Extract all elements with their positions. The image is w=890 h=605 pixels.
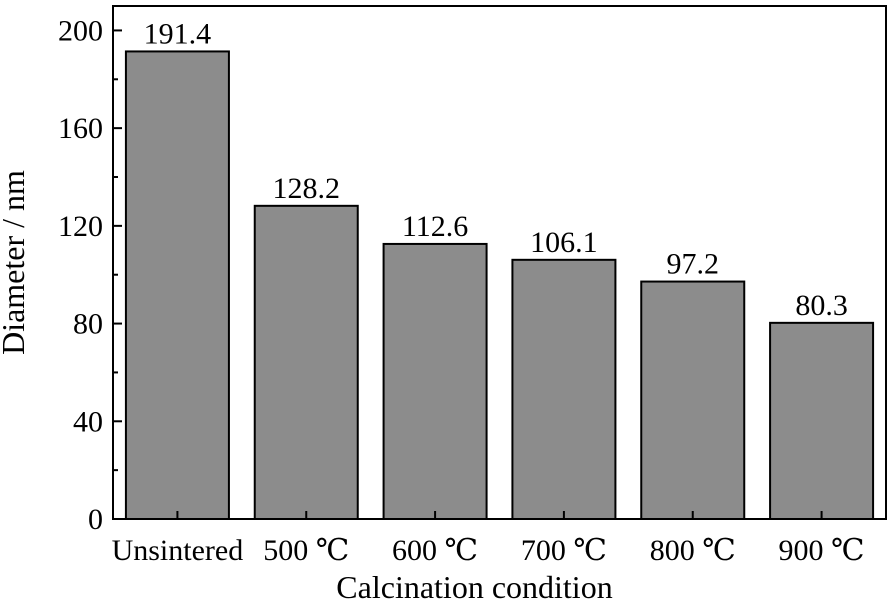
- x-axis-label: Calcination condition: [336, 569, 612, 605]
- x-tick-label-0: Unsintered: [112, 534, 244, 567]
- x-tick-label-1: 500 ℃: [263, 534, 349, 567]
- y-tick-label-4: 160: [58, 112, 103, 145]
- y-tick-label-1: 40: [73, 405, 103, 438]
- bar-2: [382, 242, 488, 520]
- x-axis-ticks: Unsintered 500 ℃ 600 ℃ 700 ℃ 800 ℃ 900 ℃: [112, 511, 865, 567]
- x-tick-label-2: 600 ℃: [392, 534, 478, 567]
- data-label-2: 112.6: [402, 210, 468, 243]
- data-label-4: 97.2: [667, 248, 720, 281]
- data-label-1: 128.2: [273, 172, 341, 205]
- data-label-0: 191.4: [144, 17, 212, 50]
- x-tick-label-5: 900 ℃: [779, 534, 865, 567]
- bar-5: [769, 321, 875, 520]
- plot-frame: [112, 5, 887, 520]
- y-tick-label-2: 80: [73, 308, 103, 341]
- x-tick-label-3: 700 ℃: [521, 534, 607, 567]
- bar-1: [253, 204, 359, 520]
- y-axis-ticks: 0 40 80 120 160 200: [58, 14, 122, 536]
- x-tick-label-4: 800 ℃: [650, 534, 736, 567]
- bar-3: [511, 258, 617, 520]
- bars-group: [124, 50, 875, 521]
- data-label-3: 106.1: [530, 226, 598, 259]
- y-tick-label-3: 120: [58, 210, 103, 243]
- data-labels-group: 191.4 128.2 112.6 106.1 97.2 80.3: [144, 17, 848, 321]
- bar-4: [640, 280, 746, 520]
- y-tick-label-0: 0: [88, 503, 103, 536]
- y-tick-label-5: 200: [58, 14, 103, 47]
- y-axis-label: Diameter / nm: [0, 170, 31, 355]
- data-label-5: 80.3: [795, 289, 848, 322]
- bar-0: [124, 50, 230, 521]
